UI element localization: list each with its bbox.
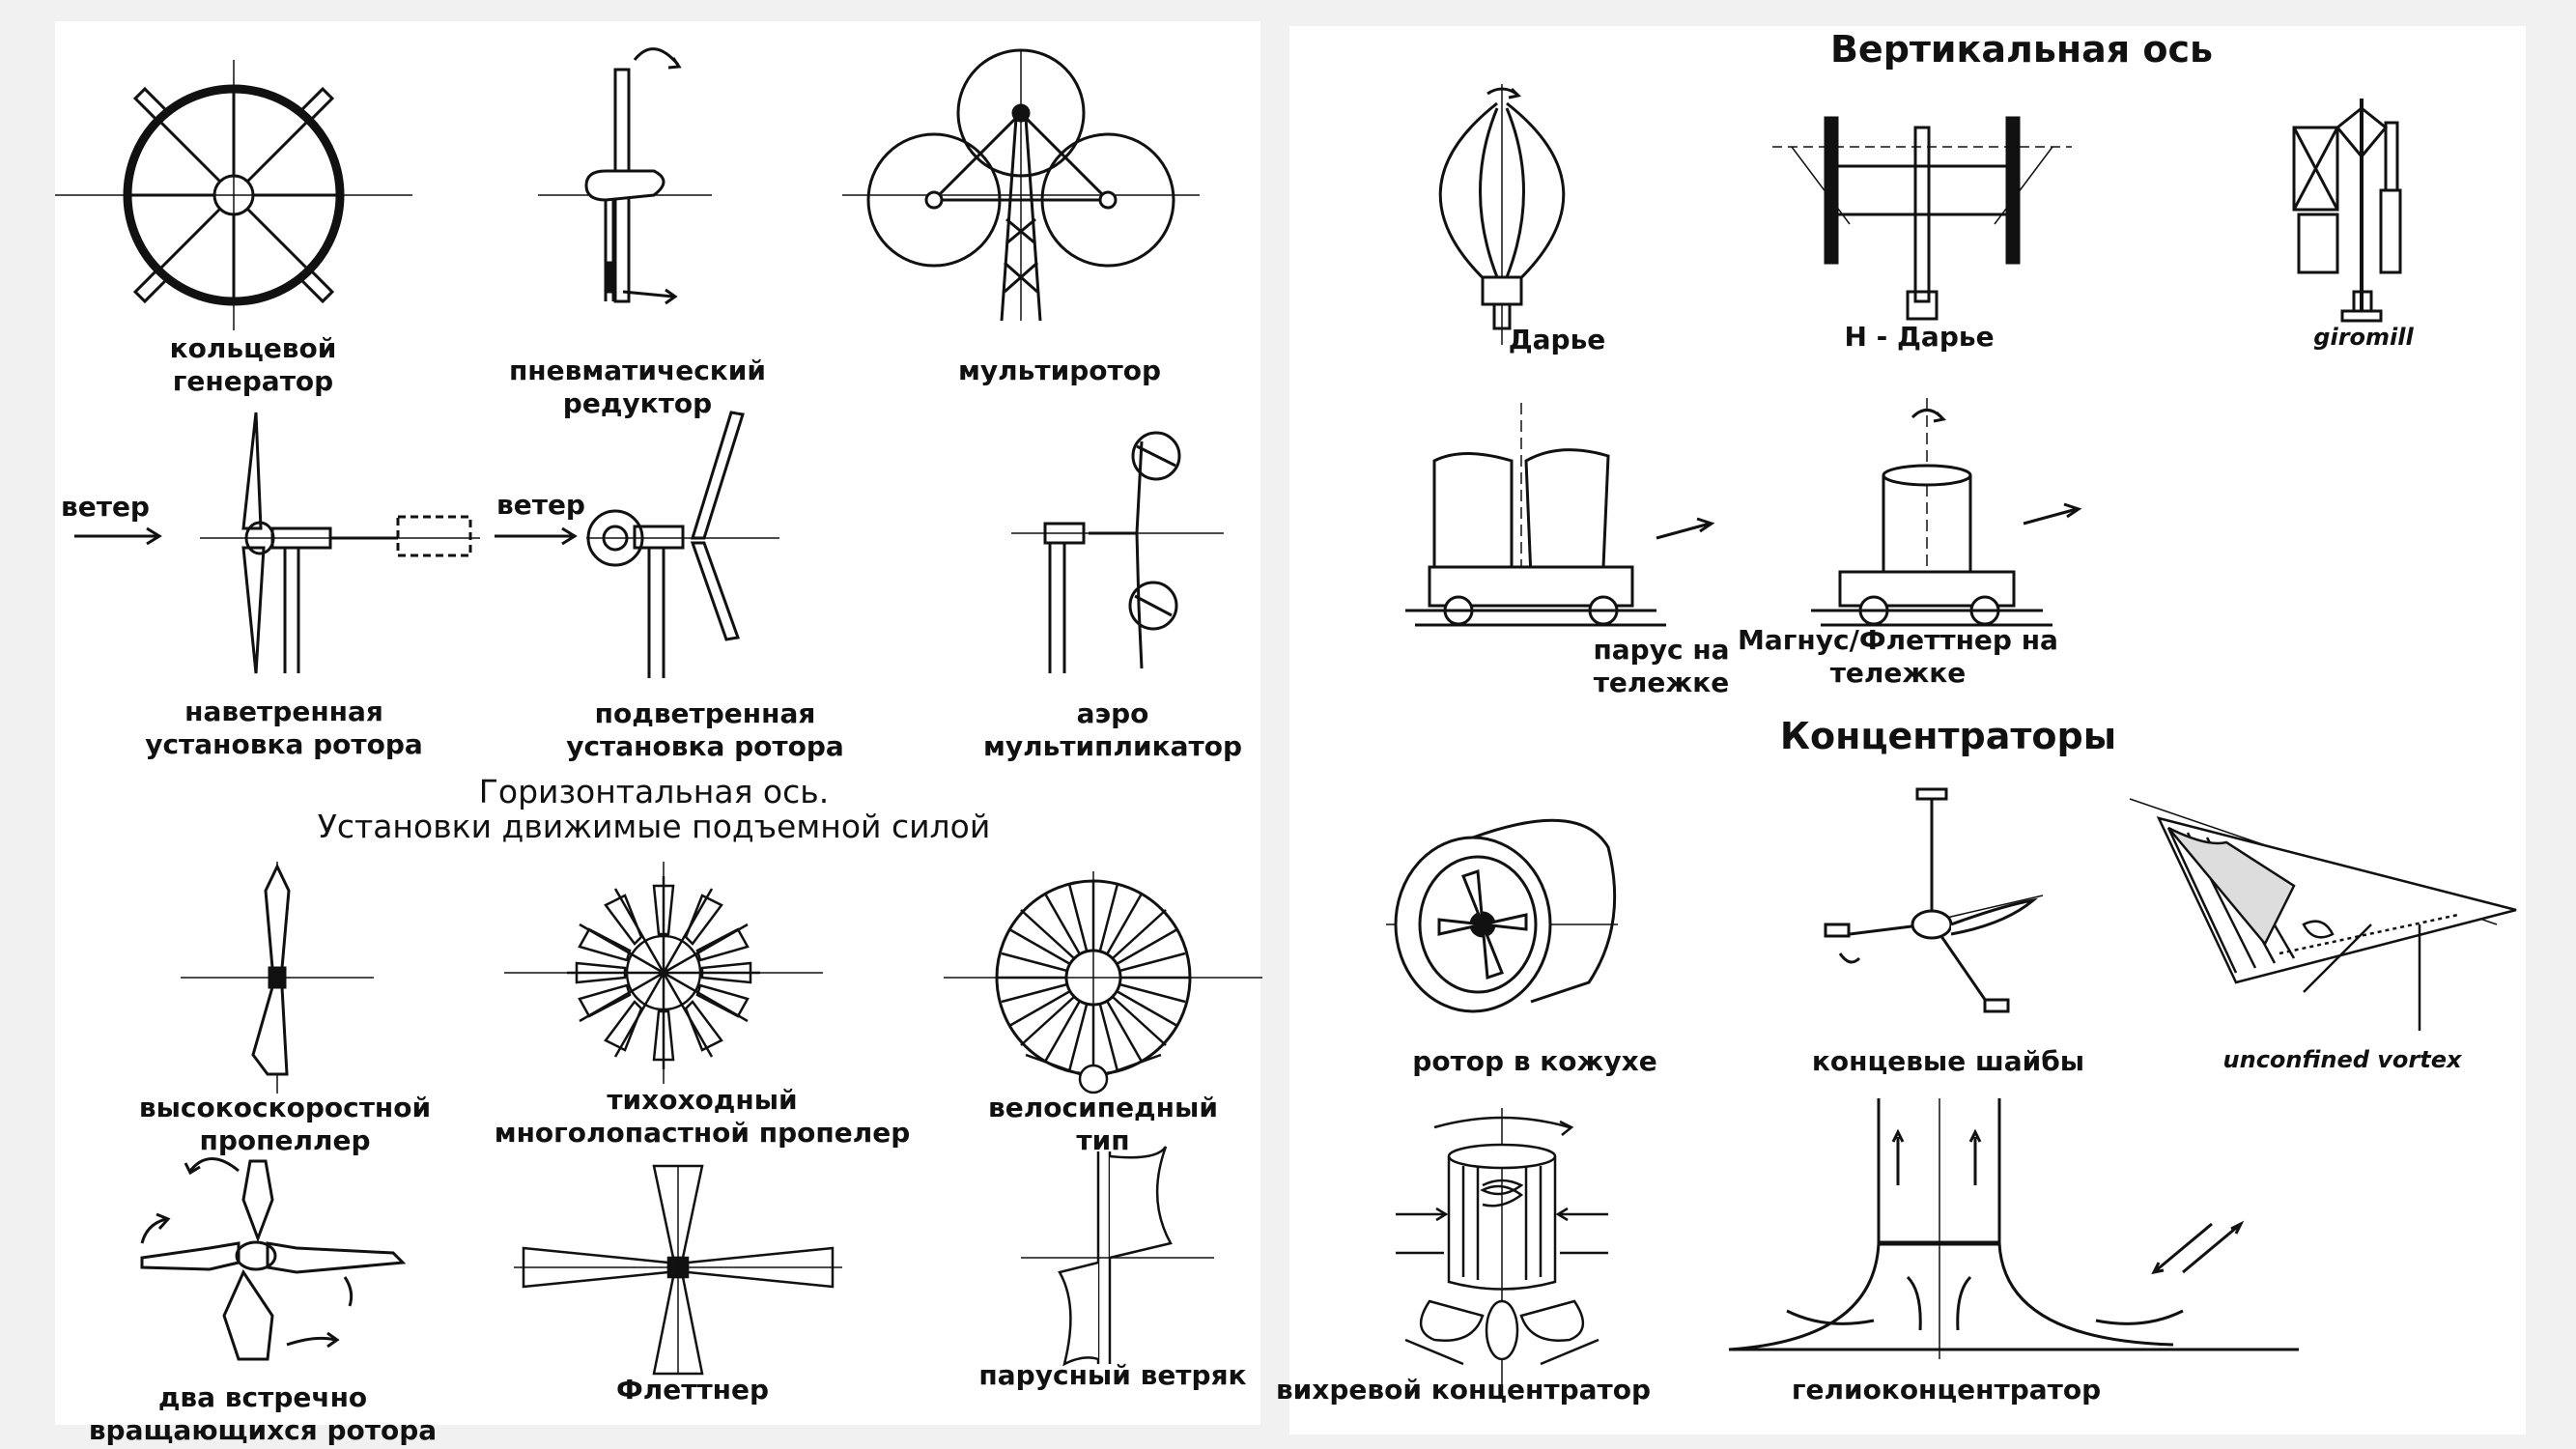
caption-line: аэро (1076, 697, 1149, 729)
caption-line: пневматический (508, 355, 767, 386)
multirotor-drawing (842, 50, 1200, 330)
caption-line: генератор (172, 365, 334, 397)
section-title-line: Установки движимые подъемной силой (317, 808, 991, 845)
section-title-horizontal-axis: Горизонтальная ось. Установки движимые п… (318, 775, 991, 844)
caption-multirotor: мультиротор (958, 355, 1161, 387)
aero-multiplier-drawing (1011, 412, 1224, 683)
sail-windmill-drawing (1021, 1142, 1262, 1374)
caption-sail-windmill: парусный ветряк (978, 1359, 1246, 1392)
caption-sail-cart: парус на тележке (1593, 634, 1729, 699)
caption-line: мультиротор (958, 355, 1161, 386)
caption-h-darrieus: H - Дарье (1844, 321, 1995, 353)
shrouded-rotor-drawing (1386, 789, 1628, 1011)
caption-line: тип (1076, 1124, 1130, 1156)
caption-slow-multiblade: тихоходный многолопастной пропелер (495, 1084, 911, 1150)
left-panel-horizontal-axis: кольцевой генератор пневматический редук… (55, 21, 1262, 1446)
darrieus-drawing (1405, 84, 1599, 345)
caption-upwind: наветренная установка ротора (145, 696, 423, 761)
caption-line: тихоходный (607, 1084, 798, 1116)
caption-line: парус на (1593, 634, 1730, 666)
magnus-cart-drawing (1811, 398, 2130, 649)
caption-line: подветренная (594, 697, 816, 729)
caption-line: пропеллер (199, 1124, 371, 1156)
ring-generator-drawing (55, 50, 412, 340)
vortex-concentrator-drawing (1376, 1108, 1628, 1388)
caption-line: два встречно (157, 1381, 368, 1413)
caption-line: многолопастной пропелер (494, 1117, 911, 1149)
downwind-rotor-drawing (490, 403, 818, 683)
caption-flettner: Флеттнер (616, 1374, 769, 1406)
caption-high-speed-propeller: высокоскоростной пропеллер (139, 1092, 431, 1157)
h-darrieus-drawing (1772, 118, 2072, 330)
caption-line: Флеттнер (615, 1374, 770, 1406)
wind-label-downwind: ветер (496, 489, 585, 521)
tip-vanes-drawing (1811, 789, 2043, 1040)
wind-label-upwind: ветер (61, 491, 150, 523)
bicycle-type-drawing (944, 871, 1272, 1094)
caption-tip-vanes: концевые шайбы (1811, 1045, 2085, 1077)
counter-rotating-drawing (113, 1151, 480, 1374)
caption-line: тележке (1593, 667, 1730, 698)
pneumatic-reducer-drawing (538, 41, 712, 330)
flettner-drawing (514, 1166, 842, 1378)
vertical-axis-title: Вертикальная ось (1829, 28, 2214, 71)
caption-pneumatic-reducer: пневматический редуктор (509, 355, 766, 420)
caption-line: высокоскоростной (138, 1092, 432, 1123)
unconfined-vortex-drawing (2130, 799, 2526, 1031)
caption-line: установка ротора (566, 730, 844, 762)
caption-line: редуктор (562, 387, 713, 419)
caption-magnus-cart: Магнус/Флеттнер на тележке (1738, 624, 2058, 690)
giromill-drawing (2275, 99, 2439, 330)
caption-darrieus: Дарье (1508, 324, 1606, 355)
caption-shrouded-rotor: ротор в кожухе (1412, 1045, 1657, 1077)
upwind-rotor-drawing (55, 403, 519, 683)
sail-cart-drawing (1405, 403, 1753, 654)
caption-line: велосипедный (988, 1092, 1218, 1123)
caption-line: парусный ветряк (978, 1359, 1247, 1391)
caption-line: вращающихся ротора (88, 1414, 438, 1446)
caption-line: мультипликатор (982, 730, 1243, 762)
caption-bicycle: велосипедный тип (988, 1092, 1218, 1157)
slow-multiblade-drawing (504, 862, 823, 1084)
caption-ring-generator: кольцевой генератор (170, 332, 337, 398)
caption-line: установка ротора (145, 728, 423, 760)
concentrators-title: Концентраторы (1779, 715, 2117, 757)
caption-solar-concentrator: гелиоконцентратор (1791, 1374, 2102, 1406)
caption-line: Магнус/Флеттнер на (1738, 624, 2058, 656)
caption-line: наветренная (184, 696, 383, 727)
caption-unconfined-vortex: unconfined vortex (2222, 1046, 2462, 1073)
caption-downwind: подветренная установка ротора (566, 697, 844, 763)
caption-aero-multiplier: аэро мультипликатор (983, 697, 1242, 763)
caption-counter-rotating: два встречно вращающихся ротора (89, 1381, 437, 1447)
high-speed-propeller-drawing (181, 862, 374, 1094)
caption-line: тележке (1829, 657, 1967, 689)
right-panel-vertical-axis: Вертикальная ось Дарье H - Дарье (1276, 26, 2526, 1435)
caption-giromill: giromill (2313, 324, 2414, 351)
section-title-line: Горизонтальная ось. (478, 773, 830, 810)
caption-vortex-concentrator: вихревой концентратор (1275, 1374, 1652, 1406)
solar-concentrator-drawing (1729, 1098, 2308, 1369)
caption-line: кольцевой (169, 332, 337, 364)
